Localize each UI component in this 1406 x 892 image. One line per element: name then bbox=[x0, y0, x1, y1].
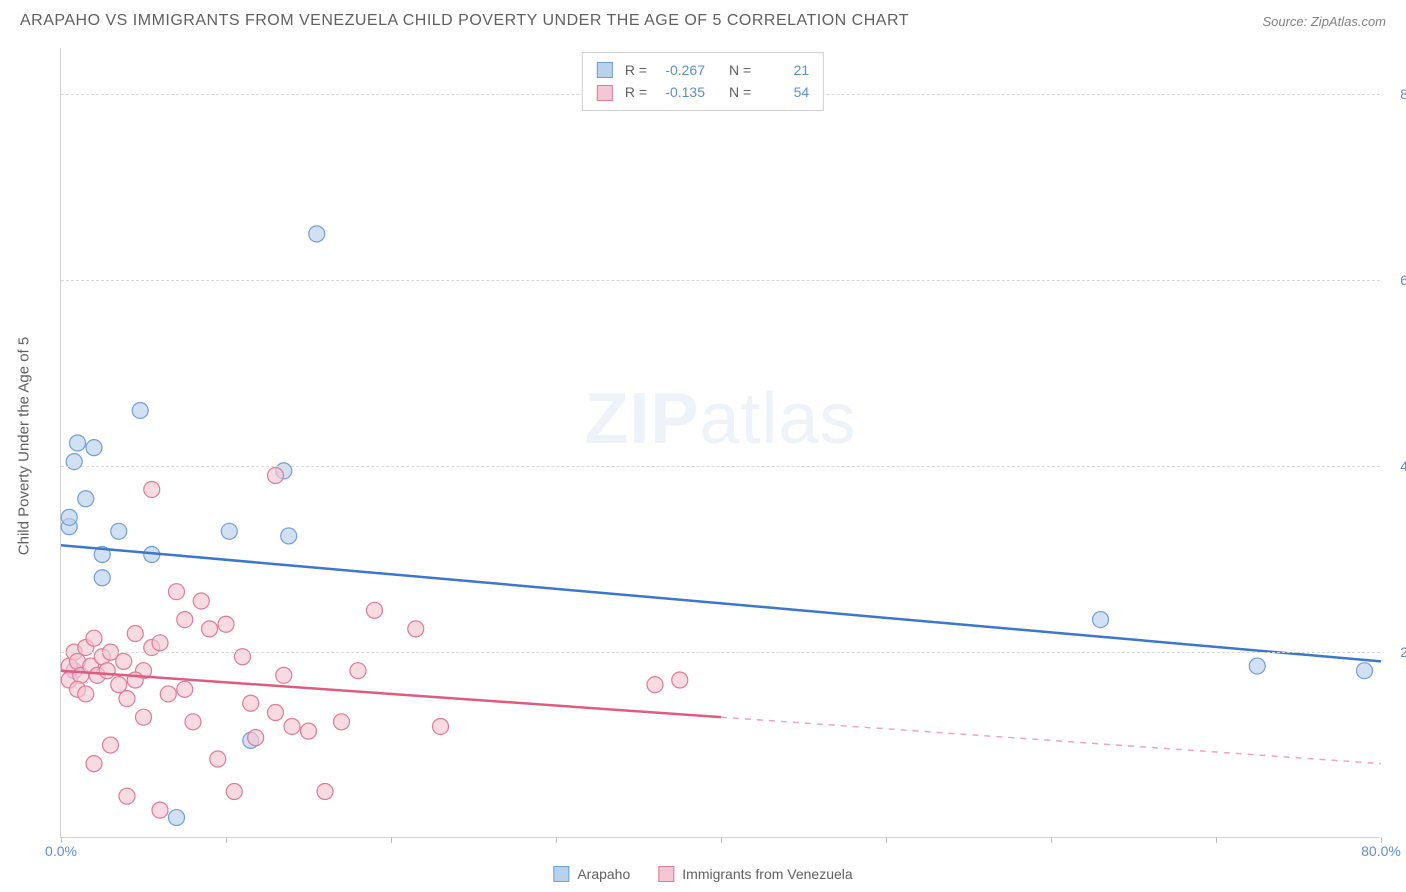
scatter-point bbox=[647, 677, 663, 693]
scatter-point bbox=[1357, 663, 1373, 679]
scatter-point bbox=[1093, 612, 1109, 628]
scatter-point bbox=[248, 730, 264, 746]
n-label: N = bbox=[729, 59, 751, 81]
scatter-point bbox=[1249, 658, 1265, 674]
y-tick-label: 40.0% bbox=[1385, 458, 1406, 474]
y-tick-label: 20.0% bbox=[1385, 644, 1406, 660]
scatter-point bbox=[367, 602, 383, 618]
scatter-point bbox=[177, 681, 193, 697]
scatter-point bbox=[152, 635, 168, 651]
r-value: -0.135 bbox=[659, 81, 705, 103]
series-legend: Arapaho Immigrants from Venezuela bbox=[553, 866, 852, 882]
legend-swatch bbox=[597, 62, 613, 78]
gridline bbox=[61, 280, 1380, 281]
source-label: Source: ZipAtlas.com bbox=[1262, 14, 1386, 29]
trend-line-dashed bbox=[721, 717, 1381, 763]
scatter-point bbox=[408, 621, 424, 637]
series-legend-item: Arapaho bbox=[553, 866, 630, 882]
correlation-legend: R = -0.267 N = 21 R = -0.135 N = 54 bbox=[582, 52, 824, 111]
scatter-point bbox=[86, 756, 102, 772]
series-legend-item: Immigrants from Venezuela bbox=[658, 866, 852, 882]
r-label: R = bbox=[625, 81, 647, 103]
scatter-point bbox=[136, 709, 152, 725]
scatter-point bbox=[152, 802, 168, 818]
x-tick-label: 0.0% bbox=[45, 843, 77, 859]
x-tick-mark bbox=[1051, 837, 1052, 843]
scatter-point bbox=[78, 491, 94, 507]
scatter-point bbox=[99, 663, 115, 679]
scatter-point bbox=[309, 226, 325, 242]
scatter-point bbox=[116, 653, 132, 669]
n-value: 54 bbox=[763, 81, 809, 103]
series-name: Immigrants from Venezuela bbox=[682, 866, 852, 882]
scatter-point bbox=[193, 593, 209, 609]
legend-swatch bbox=[658, 866, 674, 882]
scatter-point bbox=[127, 626, 143, 642]
scatter-point bbox=[111, 523, 127, 539]
scatter-point bbox=[94, 570, 110, 586]
x-tick-mark bbox=[886, 837, 887, 843]
scatter-svg bbox=[61, 48, 1380, 837]
scatter-point bbox=[61, 509, 77, 525]
correlation-legend-row: R = -0.267 N = 21 bbox=[597, 59, 809, 81]
scatter-point bbox=[132, 402, 148, 418]
scatter-point bbox=[119, 691, 135, 707]
y-axis-label: Child Poverty Under the Age of 5 bbox=[16, 337, 33, 555]
scatter-point bbox=[672, 672, 688, 688]
chart-title: ARAPAHO VS IMMIGRANTS FROM VENEZUELA CHI… bbox=[20, 12, 909, 30]
x-tick-mark bbox=[721, 837, 722, 843]
scatter-point bbox=[221, 523, 237, 539]
r-label: R = bbox=[625, 59, 647, 81]
x-tick-label: 80.0% bbox=[1361, 843, 1401, 859]
x-tick-mark bbox=[556, 837, 557, 843]
series-name: Arapaho bbox=[577, 866, 630, 882]
scatter-point bbox=[334, 714, 350, 730]
y-tick-label: 80.0% bbox=[1385, 86, 1406, 102]
scatter-point bbox=[70, 435, 86, 451]
scatter-point bbox=[103, 737, 119, 753]
scatter-point bbox=[218, 616, 234, 632]
n-label: N = bbox=[729, 81, 751, 103]
scatter-point bbox=[284, 718, 300, 734]
scatter-point bbox=[268, 468, 284, 484]
scatter-point bbox=[185, 714, 201, 730]
scatter-point bbox=[350, 663, 366, 679]
scatter-point bbox=[177, 612, 193, 628]
scatter-point bbox=[111, 677, 127, 693]
r-value: -0.267 bbox=[659, 59, 705, 81]
scatter-point bbox=[202, 621, 218, 637]
scatter-point bbox=[433, 718, 449, 734]
scatter-point bbox=[160, 686, 176, 702]
x-tick-mark bbox=[226, 837, 227, 843]
scatter-point bbox=[169, 584, 185, 600]
scatter-point bbox=[119, 788, 135, 804]
legend-swatch bbox=[597, 85, 613, 101]
scatter-point bbox=[268, 705, 284, 721]
scatter-point bbox=[144, 481, 160, 497]
scatter-point bbox=[243, 695, 259, 711]
scatter-point bbox=[276, 667, 292, 683]
scatter-point bbox=[210, 751, 226, 767]
x-tick-mark bbox=[1216, 837, 1217, 843]
scatter-point bbox=[78, 686, 94, 702]
scatter-point bbox=[169, 810, 185, 826]
scatter-point bbox=[281, 528, 297, 544]
scatter-point bbox=[86, 630, 102, 646]
y-tick-label: 60.0% bbox=[1385, 272, 1406, 288]
scatter-point bbox=[301, 723, 317, 739]
scatter-point bbox=[86, 440, 102, 456]
scatter-point bbox=[317, 784, 333, 800]
gridline bbox=[61, 466, 1380, 467]
trend-line bbox=[61, 545, 1381, 661]
correlation-legend-row: R = -0.135 N = 54 bbox=[597, 81, 809, 103]
n-value: 21 bbox=[763, 59, 809, 81]
scatter-point bbox=[226, 784, 242, 800]
chart-plot-area: ZIPatlas 20.0%40.0%60.0%80.0%0.0%80.0% bbox=[60, 48, 1380, 838]
gridline bbox=[61, 652, 1380, 653]
x-tick-mark bbox=[391, 837, 392, 843]
legend-swatch bbox=[553, 866, 569, 882]
